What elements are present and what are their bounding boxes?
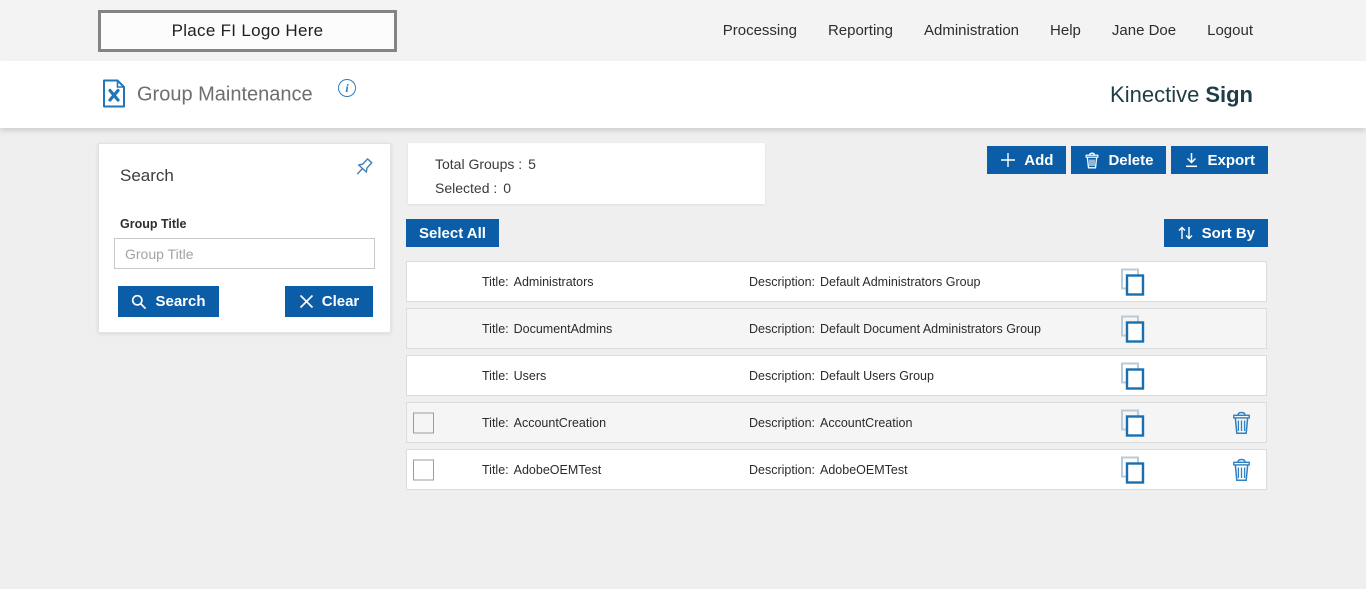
group-row-accountcreation[interactable]: Title: AccountCreation Description: Acco… [406,402,1267,443]
row-description: Description: AccountCreation [749,416,912,430]
row-desc-label: Description: [749,415,815,430]
top-navigation: Processing Reporting Administration Help… [723,0,1253,61]
group-row-documentadmins[interactable]: Title: DocumentAdmins Description: Defau… [406,308,1267,349]
sort-by-button[interactable]: Sort By [1163,219,1268,247]
nav-logout[interactable]: Logout [1207,22,1253,39]
row-description: Description: Default Document Administra… [749,322,1041,336]
page-title: Group Maintenance [137,83,313,105]
fi-logo-placeholder: Place FI Logo Here [98,10,397,52]
row-description: Description: Default Administrators Grou… [749,275,981,289]
row-title: Title: AccountCreation [482,416,606,430]
row-desc-label: Description: [749,321,815,336]
add-button[interactable]: Add [987,146,1067,174]
document-tools-icon [102,79,126,108]
row-title: Title: Users [482,369,546,383]
pushpin-icon[interactable] [352,156,375,179]
nav-administration[interactable]: Administration [923,22,1020,39]
clear-button-label: Clear [321,293,360,310]
copy-icon[interactable] [1119,408,1146,437]
actions-toolbar: Add Delete [987,146,1268,174]
row-trash-icon[interactable] [1231,458,1252,482]
brand-product: Sign [1205,81,1253,107]
row-desc-label: Description: [749,462,815,477]
plus-icon [1000,152,1016,168]
row-title-value: AccountCreation [513,415,607,430]
row-title-label: Title: [482,274,509,289]
clear-button[interactable]: Clear [285,286,373,317]
select-all-button[interactable]: Select All [406,219,499,247]
row-desc-value: AccountCreation [820,415,913,430]
row-desc-label: Description: [749,368,815,383]
selected-label: Selected : [435,180,498,196]
group-row-users[interactable]: Title: Users Description: Default Users … [406,355,1267,396]
total-groups-label: Total Groups : [435,156,523,172]
trash-icon [1084,152,1100,169]
row-title: Title: AdobeOEMTest [482,463,601,477]
copy-icon[interactable] [1119,455,1146,484]
search-button[interactable]: Search [118,286,219,317]
summary-box: Total Groups : 5 Selected : 0 [408,143,765,204]
row-title-value: DocumentAdmins [513,321,613,336]
arrows-up-down-icon [1177,225,1194,241]
export-button[interactable]: Export [1171,146,1268,174]
copy-icon[interactable] [1119,314,1146,343]
copy-icon[interactable] [1119,267,1146,296]
nav-processing[interactable]: Processing [722,22,797,39]
fi-logo-text: Place FI Logo Here [171,21,324,40]
groups-list: Title: Administrators Description: Defau… [406,261,1267,496]
export-button-label: Export [1207,151,1255,169]
download-icon [1184,152,1199,168]
row-title-value: Users [513,368,547,383]
row-title-value: Administrators [513,274,594,289]
row-desc-value: AdobeOEMTest [820,462,908,477]
row-description: Description: AdobeOEMTest [749,463,908,477]
magnifier-icon [131,294,147,310]
brand-logo: Kinective Sign [1110,82,1253,108]
row-checkbox[interactable] [413,412,434,433]
group-title-input[interactable] [114,238,375,269]
row-title: Title: Administrators [482,275,594,289]
search-panel: Search Group Title Search [98,143,391,333]
row-title-label: Title: [482,462,509,477]
row-title-label: Title: [482,415,509,430]
brand-name: Kinective [1110,81,1200,107]
row-description: Description: Default Users Group [749,369,934,383]
group-row-administrators[interactable]: Title: Administrators Description: Defau… [406,261,1267,302]
main-content: Search Group Title Search [0,128,1366,589]
page-header: Group Maintenance i Kinective Sign [0,61,1366,128]
add-button-label: Add [1024,151,1054,169]
info-icon[interactable]: i [338,79,356,97]
row-title: Title: DocumentAdmins [482,322,612,336]
nav-help[interactable]: Help [1050,22,1081,39]
row-desc-label: Description: [749,274,815,289]
row-desc-value: Default Document Administrators Group [820,321,1041,336]
group-row-adobeoemtest[interactable]: Title: AdobeOEMTest Description: AdobeOE… [406,449,1267,490]
search-button-label: Search [155,293,206,310]
delete-button-label: Delete [1108,151,1154,169]
total-groups-value: 5 [528,156,536,172]
sort-by-label: Sort By [1201,224,1255,242]
group-title-label: Group Title [120,217,187,231]
row-desc-value: Default Users Group [820,368,934,383]
nav-user-jane-doe[interactable]: Jane Doe [1111,22,1177,39]
selected-value: 0 [503,180,512,196]
x-icon [299,294,314,309]
row-trash-icon[interactable] [1231,411,1252,435]
top-bar: Place FI Logo Here Processing Reporting … [0,0,1366,61]
search-panel-title: Search [120,166,174,185]
row-checkbox[interactable] [413,459,434,480]
copy-icon[interactable] [1119,361,1146,390]
nav-reporting[interactable]: Reporting [827,22,893,39]
row-title-label: Title: [482,321,509,336]
delete-button[interactable]: Delete [1071,146,1167,174]
row-desc-value: Default Administrators Group [820,274,981,289]
select-all-label: Select All [419,224,486,242]
row-title-label: Title: [482,368,509,383]
row-title-value: AdobeOEMTest [513,462,602,477]
